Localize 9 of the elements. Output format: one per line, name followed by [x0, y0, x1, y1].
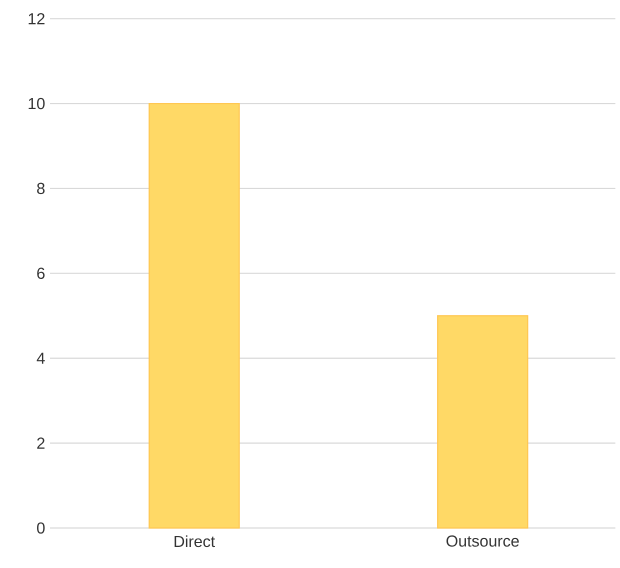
y-tick-label: 6: [37, 268, 45, 279]
y-tick-label: 10: [28, 98, 45, 110]
y-tick-label: 0: [37, 522, 45, 534]
y-tick-label: 4: [36, 352, 45, 364]
x-tick-label: Outsource: [446, 535, 519, 547]
y-tick-label: 8: [37, 182, 45, 194]
x-tick-label: Direct: [174, 535, 215, 548]
y-tick-label: 2: [37, 438, 44, 449]
y-tick-label: 12: [28, 13, 44, 24]
